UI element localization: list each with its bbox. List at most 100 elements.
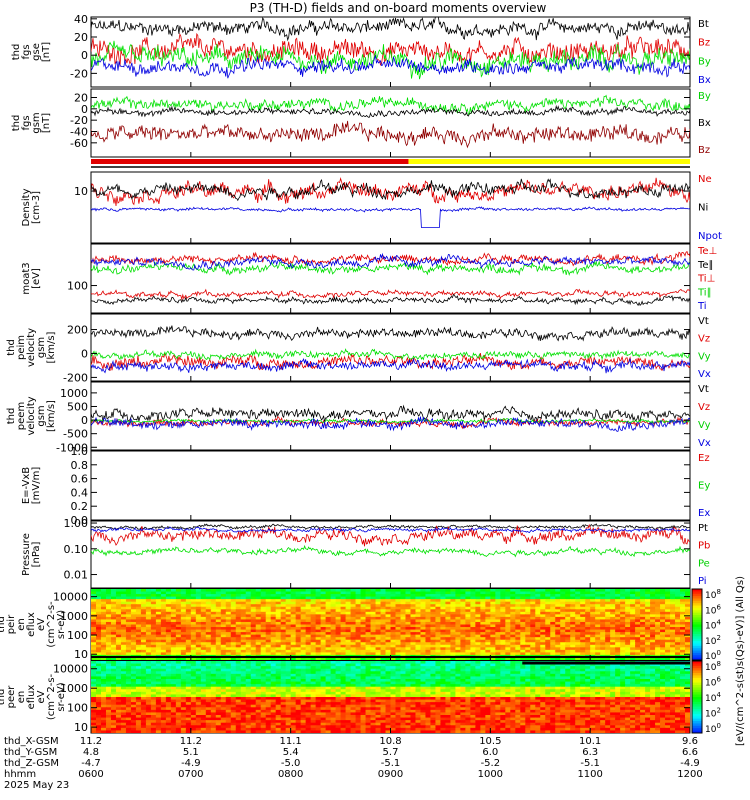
spectrogram-cell: [405, 673, 412, 678]
spectrogram-cell: [395, 629, 402, 633]
spectrogram-cell: [490, 647, 496, 651]
spectrogram-cell: [265, 606, 272, 610]
y-tick-label: 0: [81, 49, 88, 62]
spectrogram-cell: [125, 614, 132, 618]
spectrogram-cell: [410, 606, 417, 610]
spectrogram-cell: [160, 621, 167, 626]
spectrogram-cell: [165, 596, 172, 600]
spectrogram-cell: [230, 684, 237, 688]
spectrogram-cell: [385, 594, 392, 598]
spectrogram-cell: [195, 589, 202, 593]
spectrogram-cell: [245, 649, 252, 653]
spectrogram-cell: [390, 657, 397, 660]
spectrogram-cell: [530, 611, 536, 615]
spectrogram-cell: [345, 606, 352, 610]
spectrogram-cell: [245, 647, 252, 651]
series-Bz: [91, 32, 690, 67]
spectrogram-cell: [365, 657, 372, 660]
y-axis-label: gsm: [36, 337, 47, 358]
spectrogram-cell: [170, 611, 177, 615]
spectrogram-cell: [91, 689, 97, 693]
spectrogram-cell: [310, 629, 317, 633]
spectrogram-cell: [295, 661, 302, 665]
spectrogram-cell: [630, 666, 636, 670]
spectrogram-cell: [445, 649, 451, 653]
spectrogram-cell: [385, 591, 392, 595]
spectrogram-cell: [565, 624, 571, 628]
spectrogram-cell: [370, 657, 377, 660]
spectrogram-cell: [345, 647, 352, 651]
spectrogram-cell: [280, 632, 287, 636]
spectrogram-cell: [480, 666, 486, 670]
spectrogram-cell: [520, 666, 526, 670]
spectrogram-cell: [390, 616, 397, 621]
spectrogram-cell: [145, 634, 152, 638]
spectrogram-cell: [540, 591, 546, 595]
spectrogram-cell: [120, 649, 127, 653]
spectrogram-cell: [91, 627, 97, 631]
spectrogram-cell: [395, 601, 402, 605]
spectrogram-cell: [265, 657, 272, 660]
spectrogram-cell: [365, 606, 372, 610]
spectrogram-cell: [180, 619, 187, 623]
spectrogram-cell: [430, 666, 437, 670]
spectrogram-cell: [255, 634, 262, 638]
spectrogram-cell: [475, 606, 481, 610]
spectrogram-cell: [675, 684, 681, 688]
colorbar-step: [692, 610, 702, 614]
spectrogram-cell: [515, 634, 521, 638]
spectrogram-cell: [545, 606, 551, 610]
spectrogram-cell: [550, 644, 556, 648]
spectrogram-cell: [365, 634, 372, 638]
spectrogram-cell: [520, 637, 526, 641]
spectrogram-cell: [260, 609, 267, 613]
spectrogram-cell: [335, 627, 342, 631]
spectrogram-cell: [420, 647, 427, 651]
spectrogram-cell: [240, 627, 247, 631]
spectrogram-cell: [460, 609, 466, 613]
spectrogram-cell: [400, 657, 407, 660]
spectrogram-cell: [285, 589, 292, 593]
spectrogram-cell: [580, 684, 586, 688]
spectrogram-cell: [400, 624, 407, 628]
spectrogram-cell: [605, 647, 611, 651]
spectrogram-cell: [270, 634, 277, 638]
spectrogram-cell: [95, 649, 102, 653]
spectrogram-cell: [320, 649, 327, 653]
spectrogram-cell: [115, 644, 122, 648]
spectrogram-cell: [605, 609, 611, 613]
spectrogram-cell: [355, 652, 362, 656]
spectrogram-cell: [285, 649, 292, 653]
spectrogram-cell: [140, 601, 147, 605]
spectrogram-cell: [685, 596, 690, 600]
spectrogram-cell: [310, 647, 317, 651]
spectrogram-cell: [190, 642, 197, 646]
spectrogram-cell: [585, 666, 591, 670]
spectrogram-cell: [365, 647, 372, 651]
spectrogram-cell: [220, 596, 227, 600]
spectrogram-cell: [570, 629, 576, 633]
spectrogram-cell: [525, 614, 531, 618]
spectrogram-cell: [275, 668, 282, 672]
spectrogram-cell: [325, 601, 332, 605]
spectrogram-cell: [380, 632, 387, 636]
spectrogram-cell: [170, 599, 177, 603]
spectrogram-cell: [140, 686, 147, 690]
spectrogram-cell: [630, 609, 636, 613]
spectrogram-cell: [200, 649, 207, 653]
spectrogram-cell: [385, 666, 392, 670]
spectrogram-cell: [260, 673, 267, 678]
spectrogram-cell: [515, 673, 521, 678]
spectrogram-cell: [275, 609, 282, 613]
spectrogram-cell: [635, 591, 641, 595]
spectrogram-cell: [425, 614, 432, 618]
spectrogram-cell: [310, 663, 317, 667]
spectrogram-cell: [445, 644, 451, 648]
spectrogram-cell: [645, 609, 651, 613]
spectrogram-cell: [310, 639, 317, 643]
spectrogram-cell: [390, 611, 397, 615]
spectrogram-cell: [200, 627, 207, 631]
spectrogram-cell: [235, 661, 242, 665]
spectrogram-cell: [295, 663, 302, 667]
spectrogram-cell: [105, 629, 112, 633]
